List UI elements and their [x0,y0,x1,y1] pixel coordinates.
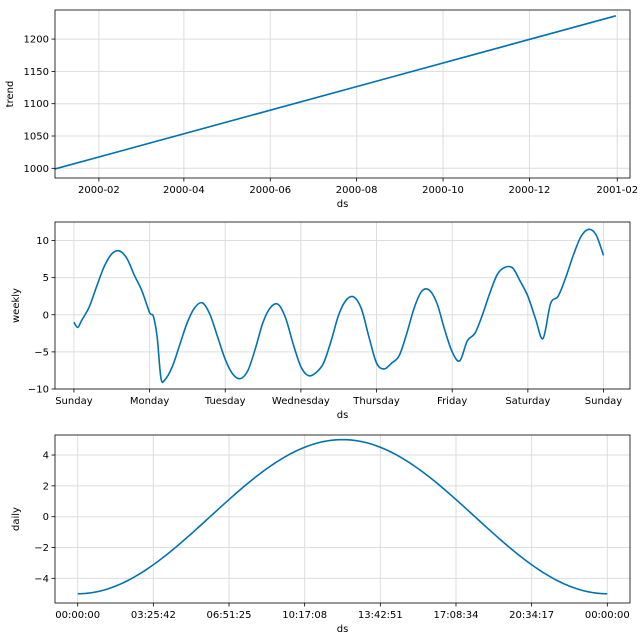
x-tick-label: 03:25:42 [131,610,176,621]
series-line-daily [77,438,608,595]
y-tick-label: 1200 [24,35,49,46]
chart-panel-weekly: Sunday Monday Tuesday Wednesday Thursday Frid… [11,221,631,421]
x-tick-label: 2000-04 [163,185,205,196]
y-tick-label: 0 [43,512,49,523]
x-tick-label: 17:08:34 [434,610,479,621]
x-tick-label: Wednesday [272,396,330,407]
x-tick-label: Sunday [585,396,622,407]
y-tick-label: 1000 [24,164,49,175]
y-tick-label: 10 [36,236,49,247]
x-tick-label: 2000-10 [422,185,464,196]
x-tick-label: Monday [130,396,170,407]
x-tick-label: 00:00:00 [55,610,100,621]
y-tick-label: 5 [43,273,49,284]
y-tick-label: 4 [43,451,49,462]
axes-frame [54,434,631,604]
y-axis-label: daily [11,507,22,531]
y-tick-label: 1050 [24,132,49,143]
series-line-trend [54,15,617,170]
x-tick-label: 06:51:25 [207,610,252,621]
x-tick-label: 10:17:08 [282,610,327,621]
axes-frame [54,9,631,179]
y-axis-label: weekly [11,288,22,323]
y-axis-label: trend [5,81,16,108]
x-axis-label: ds [337,624,349,635]
x-axis-label: ds [337,410,349,421]
x-tick-label: 2000-02 [78,185,120,196]
x-tick-label: 00:00:00 [585,610,630,621]
chart-panel-daily: 00:00:00 03:25:42 06:51:25 10:17:08 13:42:51… [11,434,631,635]
y-tick-label: −10 [28,385,49,396]
x-tick-label: 2000-08 [336,185,378,196]
x-tick-label: Friday [437,396,467,407]
axes-frame [54,221,631,390]
chart-panel-trend: 2000-02 2000-04 2000-06 2000-08 2000-10 2000-… [5,9,638,210]
y-tick-label: 2 [43,481,49,492]
x-tick-label: 2001-02 [596,185,638,196]
y-tick-label: −4 [34,574,49,585]
x-tick-label: 13:42:51 [358,610,403,621]
x-tick-label: Saturday [505,396,550,407]
x-tick-label: 2000-06 [249,185,291,196]
y-tick-label: −2 [34,543,49,554]
x-tick-label: 2000-12 [509,185,551,196]
y-tick-label: 0 [43,310,49,321]
y-tick-label: −5 [34,347,49,358]
x-axis-label: ds [337,199,349,210]
x-tick-label: Tuesday [204,396,246,407]
x-tick-label: Thursday [352,396,400,407]
x-tick-label: Sunday [55,396,92,407]
x-tick-label: 20:34:17 [509,610,554,621]
y-tick-label: 1100 [24,99,49,110]
y-tick-label: 1150 [24,67,49,78]
series-line-weekly [73,228,605,384]
